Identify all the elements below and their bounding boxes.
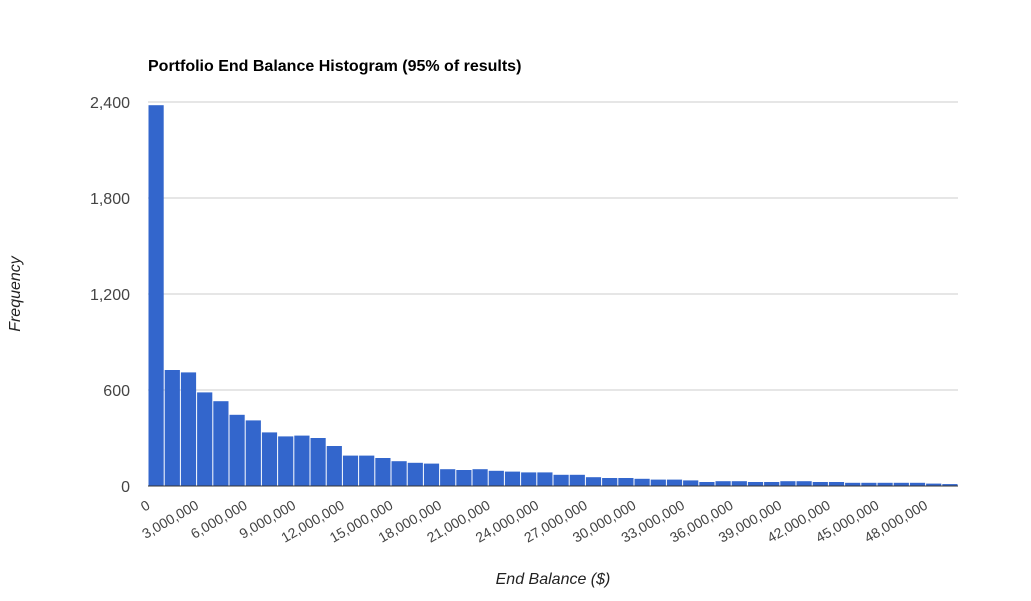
x-axis-ticks: 03,000,0006,000,0009,000,00012,000,00015… — [138, 497, 931, 546]
histogram-bar — [326, 446, 342, 486]
y-axis-ticks: 0 600 1,200 1,800 2,400 — [90, 95, 130, 496]
histogram-bar — [796, 481, 812, 486]
histogram-bar — [456, 470, 472, 486]
histogram-bar — [440, 469, 456, 486]
histogram-bar — [585, 477, 602, 486]
histogram-bar — [618, 478, 634, 486]
histogram-bar — [909, 482, 926, 486]
histogram-bar — [278, 436, 294, 486]
histogram-bar — [893, 482, 909, 486]
histogram-bar — [666, 479, 683, 486]
histogram-bar — [148, 105, 164, 486]
histogram-bar — [197, 392, 213, 486]
chart-title: Portfolio End Balance Histogram (95% of … — [148, 58, 521, 75]
histogram-bar — [359, 455, 375, 486]
histogram-bar — [683, 480, 699, 486]
histogram-bar — [294, 435, 310, 486]
histogram-bar — [634, 478, 650, 486]
histogram-bar — [828, 482, 845, 486]
histogram-bar — [472, 469, 488, 486]
histogram-bar — [407, 462, 423, 486]
bars — [148, 105, 958, 486]
histogram-bar — [488, 470, 504, 486]
histogram-bar — [521, 472, 537, 486]
histogram-bar — [569, 474, 585, 486]
histogram-bar — [553, 474, 569, 486]
histogram-bar — [229, 414, 245, 486]
histogram-bar — [261, 432, 278, 486]
histogram-bar — [602, 478, 618, 486]
y-tick-label: 2,400 — [90, 95, 130, 112]
histogram-bar — [764, 482, 780, 486]
histogram-bar — [877, 482, 893, 486]
y-tick-label: 600 — [103, 383, 130, 400]
histogram-bar — [245, 420, 261, 486]
histogram-bar — [926, 483, 942, 486]
y-tick-label: 0 — [121, 479, 130, 496]
histogram-bar — [812, 482, 828, 486]
histogram-bar — [747, 482, 764, 486]
histogram-bar — [504, 471, 521, 486]
histogram-bar — [391, 461, 407, 486]
y-tick-label: 1,200 — [90, 287, 130, 304]
histogram-bar — [537, 472, 553, 486]
histogram-bar — [731, 481, 747, 486]
histogram-bar — [861, 482, 877, 486]
histogram-bar — [780, 481, 796, 486]
histogram-bar — [423, 463, 440, 486]
histogram-bar — [942, 484, 958, 486]
histogram-bar — [699, 482, 715, 486]
histogram-bar — [310, 438, 326, 486]
y-tick-label: 1,800 — [90, 191, 130, 208]
histogram-bar — [342, 455, 359, 486]
histogram-bar — [213, 401, 229, 486]
histogram-bar — [650, 479, 666, 486]
histogram-bar — [375, 458, 391, 486]
histogram-bar — [180, 372, 197, 486]
histogram-bar — [164, 370, 180, 486]
x-axis-title: End Balance ($) — [496, 571, 611, 588]
x-tick-label: 0 — [138, 497, 153, 515]
histogram-bar — [715, 481, 731, 486]
gridlines — [148, 101, 958, 391]
histogram-bar — [845, 482, 861, 486]
y-axis-title: Frequency — [7, 255, 24, 332]
